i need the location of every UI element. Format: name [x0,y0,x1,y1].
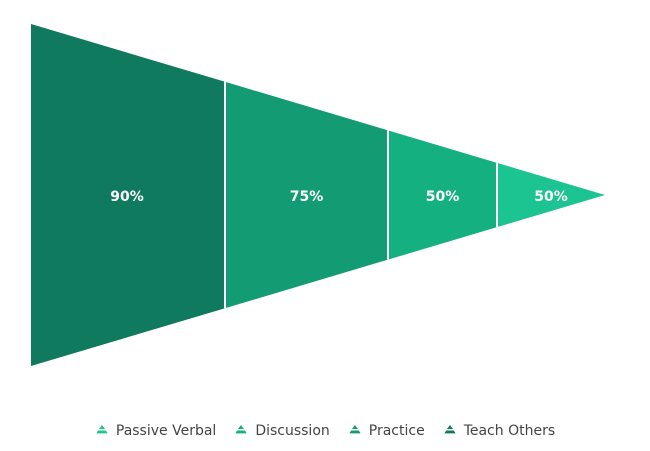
legend-label: Practice [368,423,425,439]
legend: Passive Verbal Discussion Practice Teach… [0,423,650,439]
legend-item-discussion[interactable]: Discussion [234,423,330,439]
legend-triangle-stripe [351,425,358,429]
funnel-segment-practice[interactable] [225,81,388,309]
legend-item-teach-others[interactable]: Teach Others [443,423,555,439]
legend-triangle-stripe [98,425,105,429]
legend-triangle-stripe [349,430,361,434]
legend-triangle-stripe [444,430,456,434]
legend-label: Teach Others [463,423,556,439]
funnel-segment-teach-others[interactable] [31,24,225,366]
legend-item-practice[interactable]: Practice [348,423,425,439]
legend-triangle-stripe [446,425,453,429]
legend-item-passive-verbal[interactable]: Passive Verbal [95,423,216,439]
legend-label: Passive Verbal [115,423,217,439]
legend-triangle-stripe [96,430,108,434]
legend-triangle-stripe [238,425,245,429]
funnel-chart: 90% 75% 50% 50% [31,24,605,366]
legend-label: Discussion [255,423,330,439]
funnel-segment-discussion[interactable] [388,130,497,260]
legend-triangle-icon [444,425,456,434]
funnel-segment-passive-verbal[interactable] [497,162,605,228]
legend-triangle-icon [96,425,108,434]
legend-triangle-icon [235,425,247,434]
data-label: 50% [426,189,460,205]
data-label: 90% [110,189,144,205]
legend-triangle-icon [349,425,361,434]
legend-triangle-stripe [235,430,247,434]
data-label: 75% [290,189,324,205]
data-label: 50% [534,189,568,205]
